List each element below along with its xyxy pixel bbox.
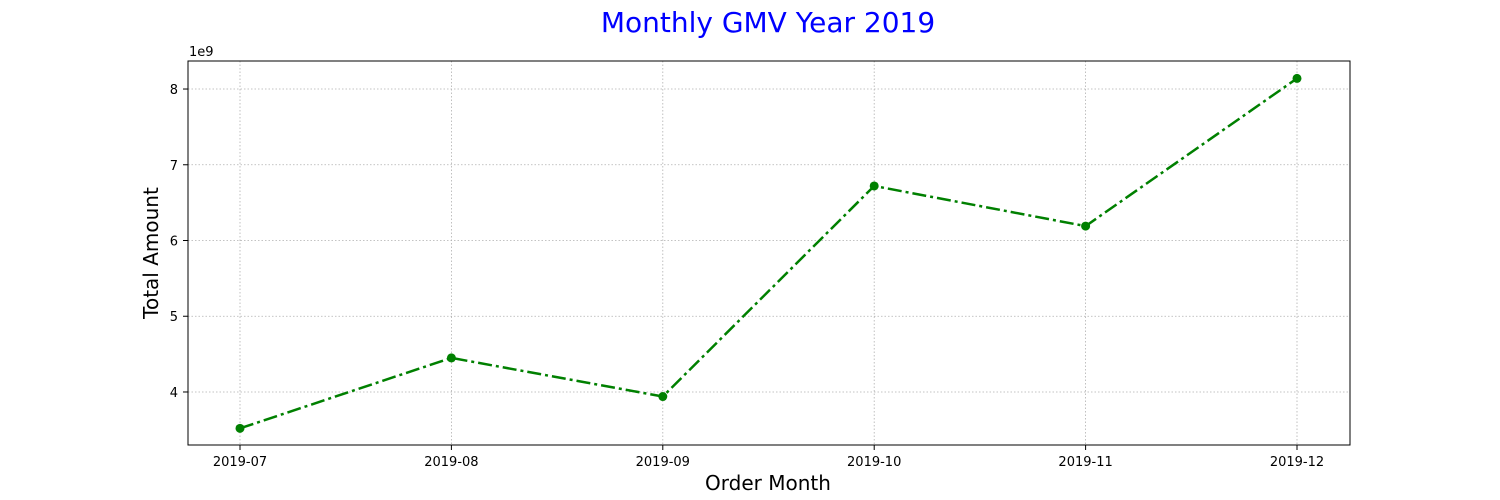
plot-frame <box>187 60 1351 446</box>
data-point <box>869 181 879 191</box>
y-tick-label: 7 <box>170 159 178 174</box>
axis-ticks: 2019-07 2019-08 2019-09 2019-10 2019-11 2019-… <box>170 83 1324 470</box>
x-tick-label: 2019-11 <box>1058 455 1112 470</box>
data-point <box>658 392 668 402</box>
data-point <box>1292 73 1302 83</box>
y-tick-label: 4 <box>170 386 178 401</box>
grid <box>188 61 1350 445</box>
y-tick-label: 8 <box>170 83 178 98</box>
data-point <box>235 423 245 433</box>
x-tick-label: 2019-12 <box>1270 455 1324 470</box>
chart-title: Monthly GMV Year 2019 <box>601 6 935 39</box>
y-tick-label: 6 <box>170 235 178 250</box>
x-tick-label: 2019-10 <box>847 455 901 470</box>
y-axis-label: Total Amount <box>139 187 163 320</box>
x-tick-label: 2019-08 <box>424 455 478 470</box>
y-axis-scale-label: 1e9 <box>189 45 214 60</box>
x-tick-label: 2019-09 <box>636 455 690 470</box>
y-tick-label: 5 <box>170 310 178 325</box>
series <box>235 73 1302 433</box>
x-tick-label: 2019-07 <box>213 455 267 470</box>
series-line <box>239 77 1298 430</box>
data-point <box>1081 221 1091 231</box>
x-axis-label: Order Month <box>705 471 831 495</box>
data-point <box>446 353 456 363</box>
